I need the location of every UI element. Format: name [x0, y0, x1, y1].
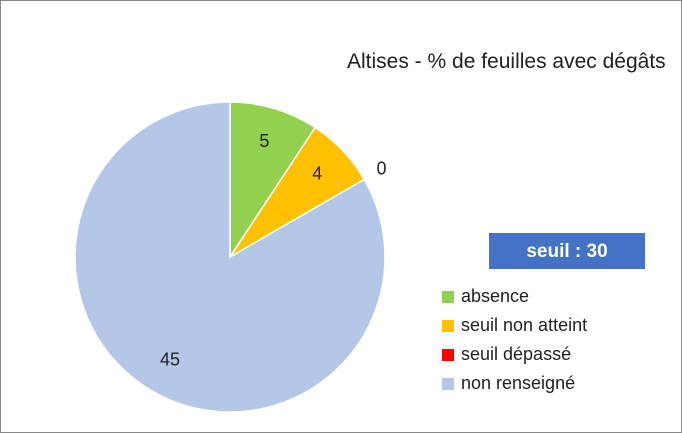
annotation-box: [489, 233, 645, 269]
legend-swatch: [442, 291, 454, 303]
legend-label: seuil dépassé: [461, 344, 571, 364]
data-label: 0: [377, 158, 387, 178]
pie-slice: [229, 101, 317, 260]
legend-label: absence: [461, 286, 529, 306]
chart-title: Altises - % de feuilles avec dégâts: [347, 50, 666, 73]
legend-label: seuil non atteint: [461, 315, 587, 335]
pie-slice: [74, 101, 386, 413]
annotation: seuil : 30: [526, 241, 607, 262]
legend-swatch: [442, 320, 454, 332]
data-label: 5: [259, 131, 269, 151]
legend-swatch: [442, 349, 454, 361]
legend-label: non renseigné: [461, 373, 575, 393]
data-label: 45: [160, 350, 180, 370]
data-label: 4: [312, 163, 322, 183]
legend-swatch: [442, 378, 454, 390]
